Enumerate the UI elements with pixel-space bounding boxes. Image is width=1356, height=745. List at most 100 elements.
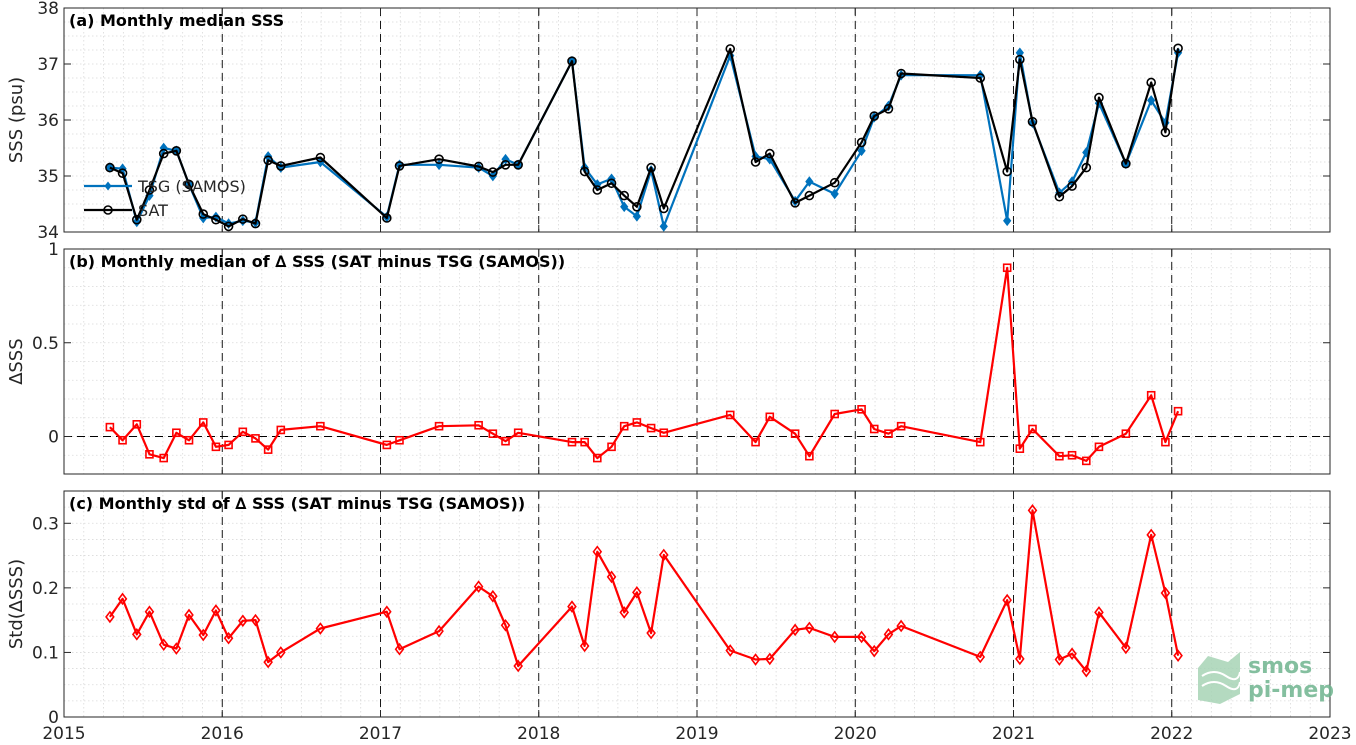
panel-title: (b) Monthly median of ∆ SSS (SAT minus T… — [69, 252, 565, 271]
data-point — [606, 178, 617, 189]
y-tick-label: 0 — [48, 428, 59, 448]
data-point — [1067, 647, 1077, 661]
data-point — [117, 592, 128, 606]
data-point — [1015, 444, 1025, 453]
data-point — [725, 644, 736, 657]
data-point — [632, 202, 642, 212]
data-point — [1160, 127, 1171, 138]
axes-frame — [63, 7, 1331, 233]
data-point — [132, 420, 142, 429]
data-point — [473, 580, 484, 593]
data-point — [1121, 158, 1131, 169]
data-point — [619, 421, 629, 431]
y-tick-label: 37 — [37, 55, 59, 75]
data-point — [619, 190, 630, 201]
y-tick-label: 35 — [37, 167, 59, 187]
data-point — [856, 630, 867, 644]
legend-marker — [104, 181, 112, 191]
data-point — [1147, 95, 1156, 106]
data-point — [632, 211, 641, 222]
y-axis-label: SSS (psu) — [6, 77, 27, 163]
data-point — [830, 188, 839, 200]
data-point — [474, 420, 483, 430]
data-point — [172, 428, 181, 438]
x-tick-label: 2018 — [517, 724, 560, 744]
data-point — [159, 453, 168, 463]
data-point — [184, 435, 194, 445]
data-point — [145, 450, 154, 459]
data-point — [580, 437, 589, 447]
data-point — [263, 155, 273, 166]
data-point — [1121, 641, 1131, 655]
data-point — [434, 154, 444, 164]
data-point — [567, 600, 577, 613]
data-point — [158, 638, 169, 652]
data-point — [896, 421, 906, 431]
data-point — [250, 218, 261, 229]
data-point — [500, 160, 511, 170]
data-point — [1015, 652, 1025, 666]
data-point — [975, 73, 986, 83]
logo-text-2: pi-mep — [1248, 678, 1334, 703]
data-point — [579, 166, 590, 177]
data-point — [131, 628, 142, 641]
data-point — [500, 618, 511, 632]
data-point — [1173, 406, 1183, 416]
x-tick-label: 2021 — [992, 724, 1035, 744]
data-point — [171, 146, 182, 156]
axes-frame — [63, 490, 1331, 718]
data-point — [316, 421, 325, 431]
data-point — [1146, 390, 1156, 400]
smos-pi-mep-logo: smos pi-mep — [1198, 652, 1334, 704]
data-point — [857, 405, 866, 414]
data-point — [131, 214, 142, 225]
data-point — [1027, 504, 1038, 517]
y-tick-label: 0.2 — [32, 579, 59, 599]
data-point — [1002, 263, 1012, 273]
data-point — [1003, 215, 1012, 227]
data-point — [184, 179, 194, 190]
y-tick-label: 36 — [37, 111, 59, 131]
data-point — [725, 410, 735, 420]
data-point — [1121, 429, 1131, 438]
data-point — [883, 104, 894, 114]
data-point — [132, 216, 141, 228]
data-point — [223, 631, 234, 645]
x-tick-label: 2023 — [1308, 724, 1351, 744]
data-point — [592, 545, 603, 559]
data-point — [315, 152, 326, 163]
data-point — [975, 650, 986, 664]
y-tick-label: 0.5 — [32, 334, 59, 354]
data-point — [223, 221, 234, 232]
data-point — [184, 608, 194, 622]
x-tick-label: 2017 — [359, 724, 402, 744]
data-point — [856, 137, 867, 148]
y-tick-label: 38 — [37, 0, 59, 19]
series-line — [109, 47, 1180, 228]
data-point — [1054, 653, 1065, 666]
data-point — [275, 646, 286, 659]
y-tick-label: 0 — [48, 708, 59, 728]
data-point — [620, 201, 629, 213]
data-point — [211, 442, 221, 452]
data-point — [567, 56, 577, 67]
data-point — [473, 161, 484, 172]
data-point — [1067, 450, 1077, 460]
data-point — [1028, 424, 1037, 434]
data-point — [1161, 437, 1170, 447]
data-point — [790, 429, 800, 438]
data-point — [513, 160, 523, 170]
x-tick-label: 2019 — [675, 724, 718, 744]
y-tick-label: 0.3 — [32, 514, 59, 534]
data-point — [1055, 451, 1064, 461]
data-point — [592, 185, 603, 195]
data-point — [884, 429, 893, 438]
data-point — [750, 157, 761, 167]
data-point — [105, 610, 115, 624]
data-point — [764, 148, 775, 159]
data-point — [1002, 593, 1012, 607]
data-point — [382, 605, 392, 619]
data-point — [805, 451, 814, 461]
data-point — [804, 621, 815, 635]
